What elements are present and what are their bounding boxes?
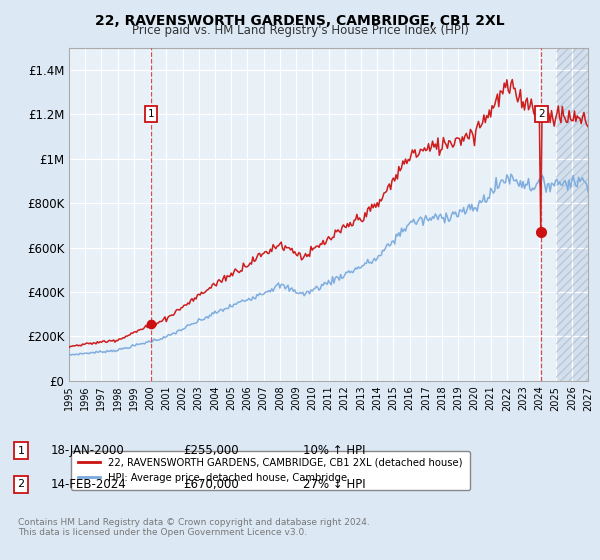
Text: 2: 2	[538, 109, 545, 119]
Text: Price paid vs. HM Land Registry's House Price Index (HPI): Price paid vs. HM Land Registry's House …	[131, 24, 469, 37]
Text: £255,000: £255,000	[183, 444, 239, 458]
Legend: 22, RAVENSWORTH GARDENS, CAMBRIDGE, CB1 2XL (detached house), HPI: Average price: 22, RAVENSWORTH GARDENS, CAMBRIDGE, CB1 …	[71, 451, 470, 490]
Text: 1: 1	[17, 446, 25, 456]
Text: 18-JAN-2000: 18-JAN-2000	[51, 444, 125, 458]
Text: £670,000: £670,000	[183, 478, 239, 491]
Text: 1: 1	[148, 109, 154, 119]
Text: 14-FEB-2024: 14-FEB-2024	[51, 478, 127, 491]
Text: 27% ↓ HPI: 27% ↓ HPI	[303, 478, 365, 491]
Bar	[556, 48, 588, 381]
Text: Contains HM Land Registry data © Crown copyright and database right 2024.
This d: Contains HM Land Registry data © Crown c…	[18, 518, 370, 538]
Text: 10% ↑ HPI: 10% ↑ HPI	[303, 444, 365, 458]
Text: 22, RAVENSWORTH GARDENS, CAMBRIDGE, CB1 2XL: 22, RAVENSWORTH GARDENS, CAMBRIDGE, CB1 …	[95, 14, 505, 28]
Text: 2: 2	[17, 479, 25, 489]
Bar	[556, 48, 588, 381]
